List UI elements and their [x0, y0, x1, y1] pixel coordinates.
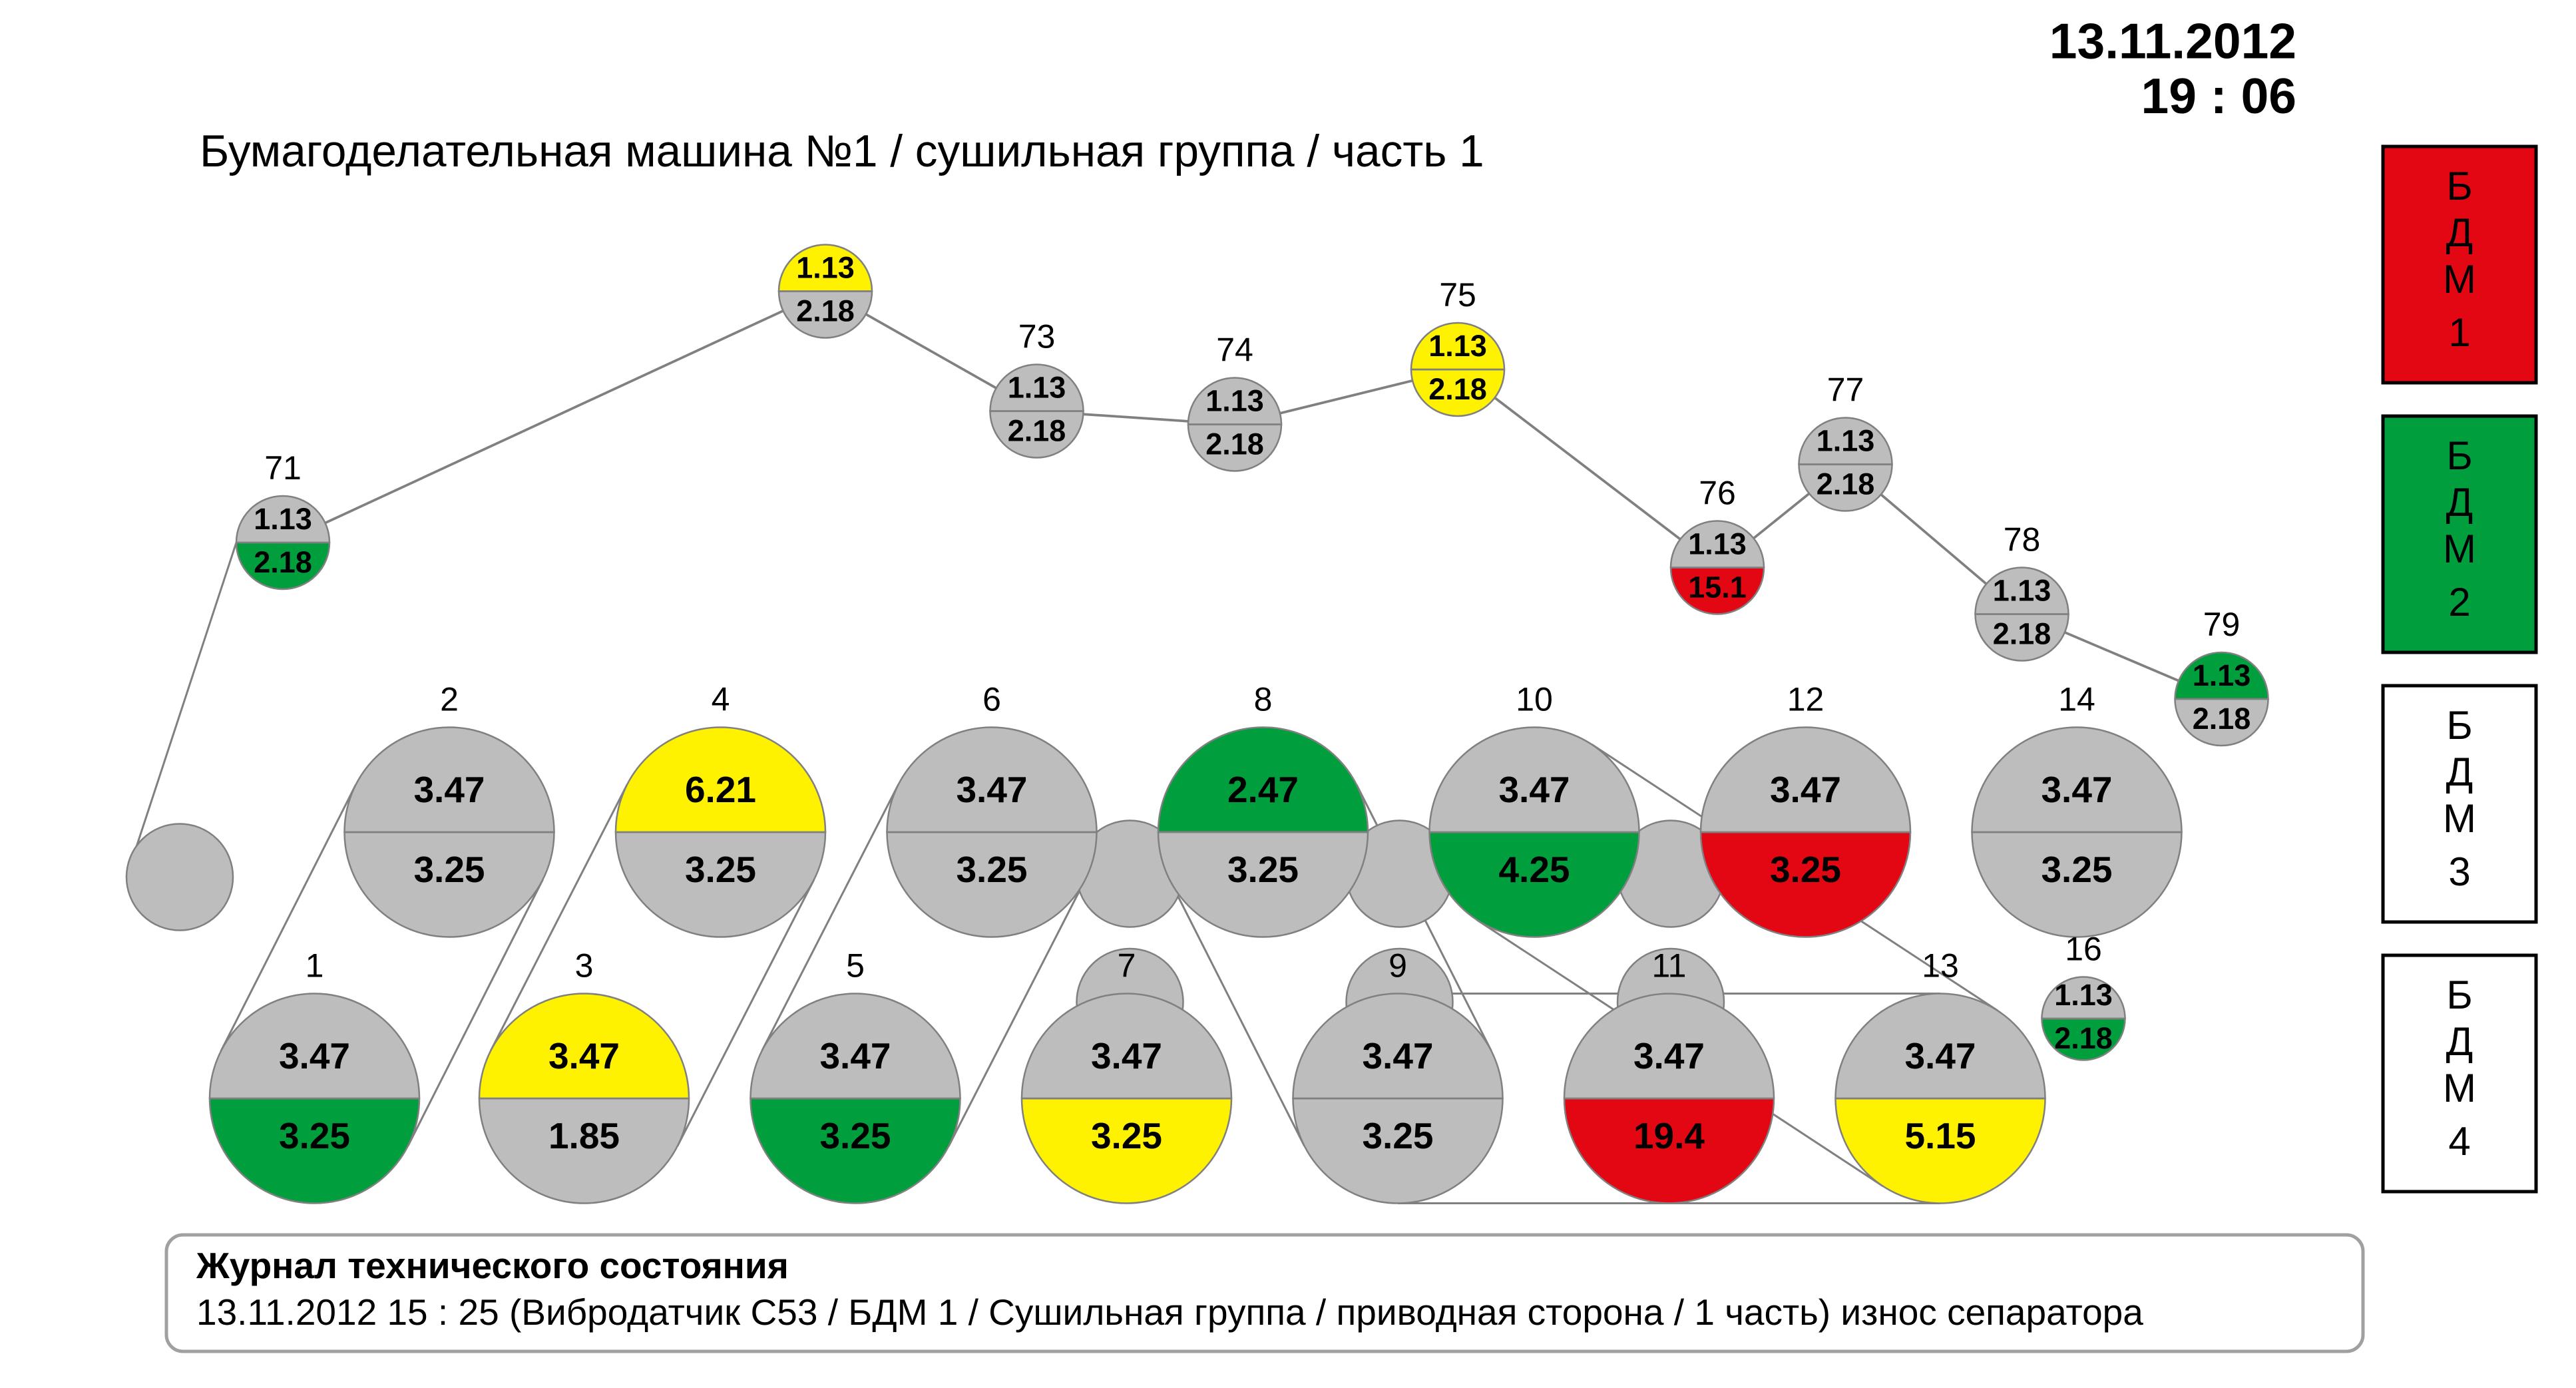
roller-label: 10	[1516, 681, 1553, 718]
roller-bot-value: 3.25	[413, 849, 485, 890]
roller-label: 2	[440, 681, 459, 718]
side-button-letter: Д	[2446, 750, 2473, 794]
side-button-4[interactable]: БДМ 4	[2383, 955, 2536, 1192]
side-button-1[interactable]: БДМ 1	[2383, 146, 2536, 383]
side-button-number: 2	[2448, 580, 2470, 624]
roller-top-value: 1.13	[1428, 329, 1487, 363]
roller-top-value: 1.13	[1817, 424, 1875, 458]
side-button-letter: Д	[2446, 1019, 2473, 1064]
roller-bot-value: 2.18	[1428, 372, 1487, 406]
roller-bot-value: 2.18	[254, 545, 312, 579]
roller-top-value: 3.47	[819, 1035, 891, 1076]
roller-top-value: 3.47	[548, 1035, 620, 1076]
idler-roller-0	[126, 824, 233, 931]
side-button-3[interactable]: БДМ 3	[2383, 686, 2536, 922]
roller-label: 3	[575, 947, 594, 985]
roller-bot-value: 3.25	[685, 849, 756, 890]
roller-top-value: 3.47	[413, 769, 485, 810]
side-button-letter: М	[2443, 527, 2476, 571]
roller-top-value: 3.47	[1091, 1035, 1162, 1076]
roller-bot-value: 2.18	[2054, 1021, 2113, 1055]
page-title: Бумагоделательная машина №1 / сушильная …	[200, 126, 1484, 176]
roller-label: 12	[1787, 681, 1825, 718]
side-button-number: 3	[2448, 849, 2470, 894]
roller-bot-value: 3.25	[956, 849, 1027, 890]
roller-label: 6	[982, 681, 1001, 718]
roller-bot-value: 3.25	[1091, 1115, 1162, 1156]
side-button-letter: Б	[2446, 433, 2472, 478]
roller-top-value: 1.13	[1008, 371, 1066, 405]
log-body: 13.11.2012 15 : 25 (Вибродатчик С53 / БД…	[196, 1291, 2143, 1333]
roller-top-value: 6.21	[685, 769, 756, 810]
roller-label: 71	[264, 449, 302, 487]
diagram-canvas: 13.11.201219 : 06 Бумагоделательная машин…	[0, 0, 2576, 1388]
roller-top-value: 3.47	[1498, 769, 1570, 810]
roller-label: 7	[1118, 947, 1136, 985]
roller-top-value: 1.13	[1205, 384, 1264, 418]
roller-top-value: 3.47	[1904, 1035, 1976, 1076]
roller-label: 4	[712, 681, 730, 718]
roller-top-value: 1.13	[254, 502, 312, 536]
roller-label: 9	[1389, 947, 1407, 985]
roller-bot-value: 5.15	[1904, 1115, 1976, 1156]
roller-bot-value: 3.25	[1770, 849, 1841, 890]
header-date: 13.11.2012	[2049, 13, 2296, 69]
roller-top-value: 3.47	[1770, 769, 1841, 810]
side-button-letter: Б	[2446, 973, 2472, 1017]
roller-bot-value: 3.25	[2041, 849, 2112, 890]
roller-top-value: 3.47	[1362, 1035, 1433, 1076]
roller-label: 73	[1018, 318, 1056, 355]
side-button-letter: М	[2443, 257, 2476, 302]
roller-label: 77	[1827, 371, 1864, 409]
log-title: Журнал технического состояния	[196, 1245, 789, 1286]
roller-top-value: 3.47	[279, 1035, 350, 1076]
roller-label: 5	[846, 947, 865, 985]
header-time: 19 : 06	[2141, 68, 2297, 124]
roller-top-value: 2.47	[1227, 769, 1299, 810]
side-button-letter: Б	[2446, 703, 2472, 748]
roller-top-value: 3.47	[2041, 769, 2112, 810]
roller-node-72[interactable]: 1.13 2.18	[779, 245, 872, 338]
roller-top-value: 1.13	[1993, 574, 2051, 608]
side-button-letter: М	[2443, 1066, 2476, 1110]
roller-label: 11	[1652, 947, 1687, 985]
roller-bot-value: 3.25	[279, 1115, 350, 1156]
roller-bot-value: 3.25	[1362, 1115, 1433, 1156]
roller-bot-value: 2.18	[2193, 702, 2251, 736]
roller-top-value: 1.13	[796, 251, 855, 285]
roller-bot-value: 2.18	[1008, 414, 1066, 448]
roller-label: 8	[1254, 681, 1273, 718]
roller-top-value: 3.47	[956, 769, 1027, 810]
side-button-letter: Д	[2446, 210, 2473, 255]
roller-bot-value: 2.18	[1205, 427, 1264, 461]
roller-label: 76	[1699, 475, 1736, 512]
roller-label: 16	[2065, 931, 2102, 968]
roller-label: 13	[1922, 947, 1959, 985]
side-button-2[interactable]: БДМ 2	[2383, 416, 2536, 652]
roller-bot-value: 19.4	[1633, 1115, 1705, 1156]
side-button-letter: Б	[2446, 164, 2472, 208]
roller-bot-value: 3.25	[1227, 849, 1299, 890]
roller-label: 74	[1216, 332, 1253, 369]
side-button-letter: Д	[2446, 480, 2473, 525]
roller-bot-value: 2.18	[1817, 467, 1875, 501]
roller-top-value: 1.13	[2054, 978, 2113, 1012]
roller-label: 14	[2058, 681, 2095, 718]
roller-label: 1	[306, 947, 324, 985]
roller-top-value: 3.47	[1633, 1035, 1705, 1076]
side-button-letter: М	[2443, 796, 2476, 841]
side-button-number: 4	[2448, 1119, 2470, 1164]
roller-bot-value: 2.18	[796, 294, 855, 328]
roller-top-value: 1.13	[2193, 658, 2251, 692]
side-button-number: 1	[2448, 310, 2470, 355]
roller-label: 75	[1439, 276, 1476, 314]
roller-bot-value: 3.25	[819, 1115, 891, 1156]
roller-label: 79	[2203, 606, 2241, 643]
roller-label: 78	[2004, 521, 2041, 559]
roller-bot-value: 1.85	[548, 1115, 620, 1156]
roller-bot-value: 2.18	[1993, 617, 2051, 651]
roller-top-value: 1.13	[1688, 527, 1747, 561]
roller-bot-value: 4.25	[1498, 849, 1570, 890]
roller-bot-value: 15.1	[1688, 571, 1747, 604]
